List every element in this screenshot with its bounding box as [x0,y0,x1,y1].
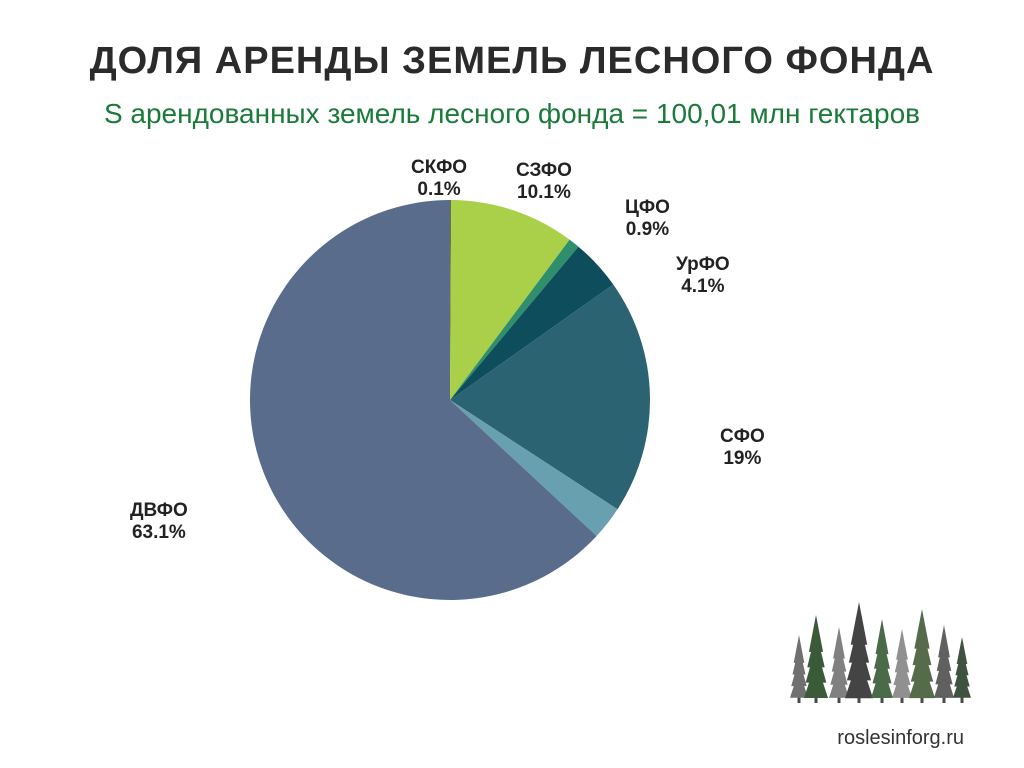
tree-icon [790,635,808,703]
pie-chart [240,190,660,610]
tree-icon [953,637,971,703]
trees-illustration [784,598,984,708]
tree-icon [892,629,912,703]
slice-label-ЦФО: ЦФО0.9% [625,197,670,241]
tree-icon [845,602,873,703]
slice-label-ДВФО: ДВФО63.1% [130,500,188,544]
tree-icon [934,625,954,703]
tree-icon [871,619,893,703]
page: ДОЛЯ АРЕНДЫ ЗЕМЕЛЬ ЛЕСНОГО ФОНДА S аренд… [0,0,1024,768]
page-title: ДОЛЯ АРЕНДЫ ЗЕМЕЛЬ ЛЕСНОГО ФОНДА [0,40,1024,83]
tree-icon [829,627,849,703]
tree-icon [909,609,935,703]
trees-svg [784,598,984,708]
slice-label-СЗФО: СЗФО10.1% [516,160,572,204]
source-text: roslesinforg.ru [837,727,964,750]
pie-svg [240,190,660,610]
slice-label-СКФО: СКФО0.1% [411,157,467,201]
tree-icon [804,615,828,703]
page-subtitle: S арендованных земель лесного фонда = 10… [0,98,1024,130]
slice-label-УрФО: УрФО4.1% [676,254,730,298]
slice-label-СФО: СФО19% [720,426,765,470]
